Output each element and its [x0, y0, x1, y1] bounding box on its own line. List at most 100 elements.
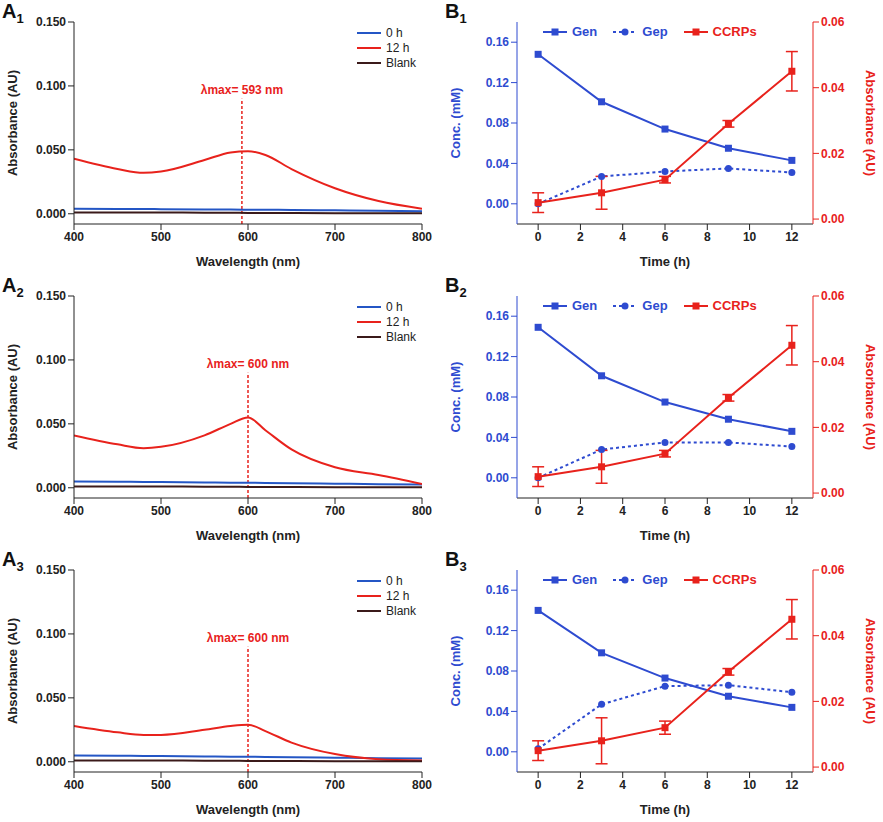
svg-text:6: 6	[662, 778, 669, 792]
svg-text:0.050: 0.050	[36, 691, 66, 705]
svg-text:0.12: 0.12	[486, 76, 510, 90]
svg-text:0.02: 0.02	[821, 147, 845, 161]
svg-text:0.16: 0.16	[486, 35, 510, 49]
svg-text:600: 600	[238, 504, 258, 518]
svg-text:0.04: 0.04	[486, 705, 510, 719]
html-text:A2: A2	[2, 274, 24, 300]
svg-text:Absorbance (AU): Absorbance (AU)	[863, 70, 875, 176]
html-text:B2: B2	[445, 274, 467, 300]
svg-text:8: 8	[704, 504, 711, 518]
svg-text:0.08: 0.08	[486, 116, 510, 130]
svg-text:0.00: 0.00	[486, 197, 510, 211]
svg-text:0.06: 0.06	[821, 289, 845, 303]
svg-text:500: 500	[151, 778, 171, 792]
svg-text:0.04: 0.04	[821, 81, 845, 95]
svg-text:2: 2	[577, 230, 584, 244]
html-text:A3: A3	[2, 548, 24, 574]
svg-text:0.16: 0.16	[486, 583, 510, 597]
svg-text:8: 8	[704, 778, 711, 792]
html-text:B3: B3	[445, 548, 467, 574]
svg-text:0.100: 0.100	[36, 353, 66, 367]
svg-text:Conc. (mM): Conc. (mM)	[448, 636, 463, 707]
svg-text:Absorbance (AU): Absorbance (AU)	[863, 344, 875, 450]
svg-text:0.00: 0.00	[821, 760, 845, 774]
svg-text:600: 600	[238, 230, 258, 244]
svg-text:0.12: 0.12	[486, 624, 510, 638]
svg-text:λmax= 593 nm: λmax= 593 nm	[201, 83, 283, 97]
svg-text:0.100: 0.100	[36, 79, 66, 93]
html-text:Gen: Gen	[572, 24, 598, 39]
svg-text:800: 800	[412, 778, 432, 792]
svg-text:0.00: 0.00	[821, 486, 845, 500]
svg-text:10: 10	[743, 230, 757, 244]
svg-text:0.04: 0.04	[486, 431, 510, 445]
svg-text:4: 4	[619, 778, 626, 792]
svg-text:0.000: 0.000	[36, 755, 66, 769]
svg-text:700: 700	[325, 504, 345, 518]
svg-text:0.04: 0.04	[821, 629, 845, 643]
svg-text:0.050: 0.050	[36, 417, 66, 431]
svg-text:6: 6	[662, 504, 669, 518]
svg-text:0.000: 0.000	[36, 207, 66, 221]
svg-text:Wavelength (nm): Wavelength (nm)	[196, 528, 300, 543]
svg-text:700: 700	[325, 778, 345, 792]
svg-text:0.000: 0.000	[36, 481, 66, 495]
svg-text:12: 12	[785, 230, 799, 244]
svg-text:12: 12	[785, 504, 799, 518]
html-text:B1: B1	[445, 0, 467, 26]
svg-text:Wavelength (nm): Wavelength (nm)	[196, 802, 300, 817]
svg-text:500: 500	[151, 504, 171, 518]
svg-text:0.08: 0.08	[486, 664, 510, 678]
svg-text:0.150: 0.150	[36, 289, 66, 303]
svg-text:λmax= 600 nm: λmax= 600 nm	[207, 357, 289, 371]
svg-text:400: 400	[64, 230, 84, 244]
svg-text:400: 400	[64, 504, 84, 518]
svg-text:Absorbance (AU): Absorbance (AU)	[8, 618, 20, 724]
svg-text:Absorbance (AU): Absorbance (AU)	[8, 70, 20, 176]
svg-text:λmax= 600 nm: λmax= 600 nm	[207, 631, 289, 645]
svg-text:0.00: 0.00	[486, 471, 510, 485]
svg-text:0.06: 0.06	[821, 15, 845, 29]
svg-text:4: 4	[619, 230, 626, 244]
svg-text:0.00: 0.00	[821, 212, 845, 226]
svg-text:0.02: 0.02	[821, 421, 845, 435]
svg-text:0.04: 0.04	[821, 355, 845, 369]
svg-text:0.050: 0.050	[36, 143, 66, 157]
svg-text:800: 800	[412, 504, 432, 518]
svg-text:Time (h): Time (h)	[640, 254, 690, 269]
svg-text:0: 0	[535, 778, 542, 792]
svg-text:Wavelength (nm): Wavelength (nm)	[196, 254, 300, 269]
svg-text:0: 0	[535, 230, 542, 244]
svg-text:Conc. (mM): Conc. (mM)	[448, 362, 463, 433]
svg-text:0.04: 0.04	[486, 157, 510, 171]
svg-text:10: 10	[743, 778, 757, 792]
svg-text:600: 600	[238, 778, 258, 792]
svg-text:0.16: 0.16	[486, 309, 510, 323]
svg-text:0.150: 0.150	[36, 15, 66, 29]
svg-text:0: 0	[535, 504, 542, 518]
svg-text:8: 8	[704, 230, 711, 244]
svg-text:0.150: 0.150	[36, 563, 66, 577]
svg-text:0.12: 0.12	[486, 350, 510, 364]
svg-text:0.00: 0.00	[486, 745, 510, 759]
svg-text:6: 6	[662, 230, 669, 244]
svg-text:0.02: 0.02	[821, 695, 845, 709]
svg-text:Time (h): Time (h)	[640, 802, 690, 817]
svg-text:0.06: 0.06	[821, 563, 845, 577]
svg-text:4: 4	[619, 504, 626, 518]
svg-text:Conc. (mM): Conc. (mM)	[448, 88, 463, 159]
html-text:A1: A1	[2, 0, 24, 26]
svg-text:Time (h): Time (h)	[640, 528, 690, 543]
svg-text:12: 12	[785, 778, 799, 792]
svg-text:0.100: 0.100	[36, 627, 66, 641]
svg-text:0.08: 0.08	[486, 390, 510, 404]
svg-text:800: 800	[412, 230, 432, 244]
svg-text:10: 10	[743, 504, 757, 518]
svg-text:Absorbance (AU): Absorbance (AU)	[8, 344, 20, 450]
svg-text:Absorbance (AU): Absorbance (AU)	[863, 618, 875, 724]
svg-text:700: 700	[325, 230, 345, 244]
svg-text:2: 2	[577, 778, 584, 792]
svg-text:500: 500	[151, 230, 171, 244]
svg-text:400: 400	[64, 778, 84, 792]
svg-text:2: 2	[577, 504, 584, 518]
